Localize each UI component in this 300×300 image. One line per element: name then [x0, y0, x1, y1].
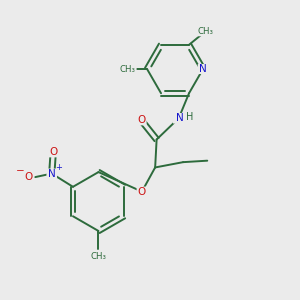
Text: CH₃: CH₃ [197, 27, 213, 36]
FancyBboxPatch shape [119, 64, 136, 74]
FancyBboxPatch shape [136, 187, 147, 196]
Text: N: N [199, 64, 207, 74]
FancyBboxPatch shape [48, 147, 58, 158]
Text: O: O [137, 115, 146, 125]
Text: O: O [138, 187, 146, 196]
Text: O: O [49, 147, 57, 158]
FancyBboxPatch shape [198, 64, 208, 74]
Text: N: N [48, 169, 56, 178]
Text: N: N [176, 113, 184, 123]
Text: +: + [55, 163, 62, 172]
Text: −: − [16, 166, 25, 176]
Text: H: H [186, 112, 194, 122]
Text: CH₃: CH₃ [120, 64, 136, 74]
Text: O: O [25, 172, 33, 182]
FancyBboxPatch shape [136, 115, 147, 125]
FancyBboxPatch shape [23, 172, 34, 182]
FancyBboxPatch shape [90, 252, 107, 262]
FancyBboxPatch shape [173, 113, 188, 124]
FancyBboxPatch shape [196, 27, 214, 36]
FancyBboxPatch shape [46, 169, 57, 178]
Text: CH₃: CH₃ [91, 252, 106, 261]
